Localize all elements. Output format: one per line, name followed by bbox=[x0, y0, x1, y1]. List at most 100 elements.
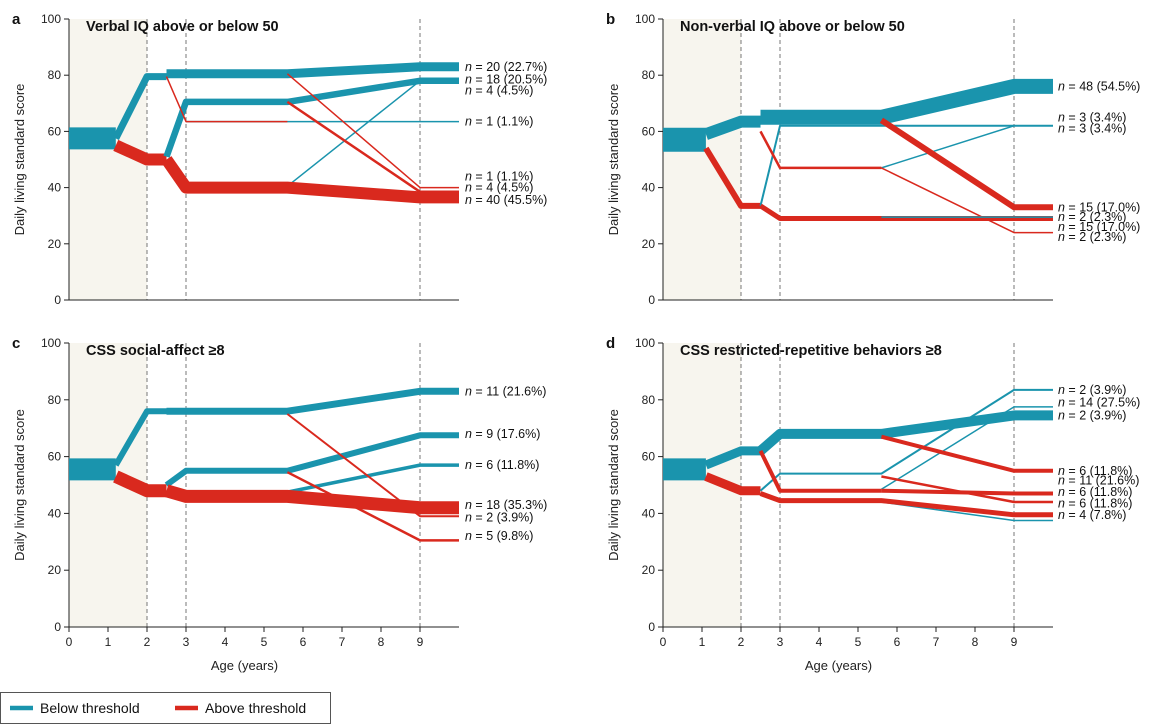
group-count-label: n = 6 (11.8%) bbox=[1058, 464, 1132, 478]
group-count-label: n = 2 (2.3%) bbox=[1058, 230, 1126, 244]
x-tick-label: 5 bbox=[261, 635, 268, 649]
series-line-below bbox=[286, 80, 459, 187]
group-count-label: n = 4 (4.5%) bbox=[465, 181, 533, 195]
y-axis-label: Daily living standard score bbox=[606, 409, 621, 561]
panel-d: 0 20 40 60 80 100 0 1 2 3 4 5 6 7 8 9 n = 2 (3.9%)n = 14… bbox=[606, 335, 1140, 673]
group-count-label: n = 40 (45.5%) bbox=[465, 193, 547, 207]
series-line-above bbox=[881, 488, 1053, 496]
y-tick-label: 40 bbox=[642, 506, 656, 520]
y-tick-label: 20 bbox=[48, 237, 62, 251]
panel-c: 0 20 40 60 80 100 0 1 2 3 4 5 6 7 8 9 n = 11 (21.6%) n = … bbox=[12, 335, 547, 673]
y-tick-label: 60 bbox=[642, 450, 656, 464]
group-count-label: n = 20 (22.7%) bbox=[465, 60, 547, 74]
x-tick-label: 7 bbox=[339, 635, 346, 649]
panel-title: CSS social-affect ≥8 bbox=[86, 343, 225, 359]
series-line-above bbox=[759, 491, 1053, 518]
series-line-above bbox=[113, 470, 167, 498]
y-axis-label: Daily living standard score bbox=[606, 84, 621, 236]
y-tick-label: 80 bbox=[642, 68, 656, 82]
y-tick-label: 100 bbox=[635, 12, 655, 26]
series-line-below bbox=[703, 115, 761, 140]
series-line-below bbox=[166, 387, 459, 415]
series-line-above bbox=[759, 203, 1053, 221]
x-tick-label: 0 bbox=[66, 635, 73, 649]
group-count-label: n = 2 (3.9%) bbox=[1058, 408, 1126, 422]
series-line-above bbox=[881, 475, 1053, 504]
x-tick-label: 8 bbox=[972, 635, 979, 649]
group-count-label: n = 14 (27.5%) bbox=[1058, 396, 1140, 410]
series-line-above bbox=[879, 117, 1053, 211]
legend-label-above: Above threshold bbox=[205, 700, 306, 716]
x-tick-label: 4 bbox=[816, 635, 823, 649]
series-line-below bbox=[704, 446, 761, 470]
series-line-above bbox=[165, 76, 288, 123]
group-count-label: n = 15 (17.0%) bbox=[1058, 200, 1140, 214]
x-tick-label: 3 bbox=[183, 635, 190, 649]
legend-label-below: Below threshold bbox=[40, 700, 140, 716]
x-tick-label: 9 bbox=[417, 635, 424, 649]
x-tick-label: 8 bbox=[378, 635, 385, 649]
series-line-below bbox=[881, 406, 1053, 490]
series-line-below bbox=[759, 388, 1053, 492]
x-tick-label: 2 bbox=[738, 635, 745, 649]
group-count-label: n = 3 (3.4%) bbox=[1058, 122, 1126, 136]
early-age-shade bbox=[663, 19, 741, 300]
series-line-above bbox=[286, 413, 459, 518]
series-line-above bbox=[704, 472, 761, 496]
panel-letter: c bbox=[12, 335, 20, 352]
y-tick-label: 0 bbox=[648, 620, 655, 634]
series-line-above bbox=[164, 484, 459, 515]
y-axis-label: Daily living standard score bbox=[12, 84, 27, 236]
group-count-label: n = 6 (11.8%) bbox=[1058, 485, 1132, 499]
series-line-below bbox=[287, 463, 459, 494]
group-count-label: n = 6 (11.8%) bbox=[465, 458, 539, 472]
x-axis-label: Age (years) bbox=[805, 658, 872, 673]
group-count-label: n = 2 (3.9%) bbox=[465, 511, 533, 525]
y-tick-label: 20 bbox=[642, 237, 656, 251]
x-tick-label: 3 bbox=[777, 635, 784, 649]
legend: Below threshold Above threshold bbox=[0, 692, 331, 724]
y-tick-label: 80 bbox=[48, 68, 62, 82]
x-tick-label: 9 bbox=[1011, 635, 1018, 649]
group-count-label: n = 2 (3.9%) bbox=[1058, 383, 1126, 397]
x-tick-label: 0 bbox=[660, 635, 667, 649]
group-count-label: n = 18 (35.3%) bbox=[465, 498, 547, 512]
x-tick-label: 2 bbox=[144, 635, 151, 649]
y-tick-label: 80 bbox=[48, 393, 62, 407]
y-tick-label: 0 bbox=[648, 293, 655, 307]
series-line-above bbox=[286, 73, 459, 189]
y-tick-label: 100 bbox=[41, 336, 61, 350]
y-tick-label: 100 bbox=[635, 336, 655, 350]
group-count-label: n = 3 (3.4%) bbox=[1058, 110, 1126, 124]
series-line-below bbox=[881, 501, 1053, 522]
y-tick-label: 100 bbox=[41, 12, 61, 26]
group-count-label: n = 1 (1.1%) bbox=[465, 169, 533, 183]
panel-title: CSS restricted-repetitive behaviors ≥8 bbox=[680, 343, 942, 359]
y-tick-label: 20 bbox=[48, 563, 62, 577]
x-tick-label: 1 bbox=[699, 635, 706, 649]
y-tick-label: 40 bbox=[48, 181, 62, 195]
y-tick-label: 60 bbox=[642, 124, 656, 138]
group-count-label: n = 11 (21.6%) bbox=[1058, 474, 1139, 488]
x-axis-label: Age (years) bbox=[211, 658, 278, 673]
x-tick-label: 6 bbox=[300, 635, 307, 649]
series-line-below bbox=[757, 410, 1053, 455]
panel-letter: a bbox=[12, 11, 21, 28]
x-tick-label: 6 bbox=[894, 635, 901, 649]
group-count-label: n = 1 (1.1%) bbox=[465, 115, 533, 129]
x-tick-label: 4 bbox=[222, 635, 229, 649]
group-count-label: n = 4 (7.8%) bbox=[1058, 508, 1126, 522]
y-tick-label: 60 bbox=[48, 124, 62, 138]
group-count-label: n = 2 (2.3%) bbox=[1058, 210, 1126, 224]
group-count-label: n = 9 (17.6%) bbox=[465, 427, 540, 441]
y-tick-label: 60 bbox=[48, 450, 62, 464]
series-line-above bbox=[880, 434, 1053, 473]
group-count-label: n = 6 (11.8%) bbox=[1058, 496, 1132, 510]
x-tick-label: 5 bbox=[855, 635, 862, 649]
series-line-below bbox=[760, 78, 1053, 125]
x-tick-label: 7 bbox=[933, 635, 940, 649]
series-line-below bbox=[166, 62, 459, 79]
y-tick-label: 0 bbox=[54, 293, 61, 307]
